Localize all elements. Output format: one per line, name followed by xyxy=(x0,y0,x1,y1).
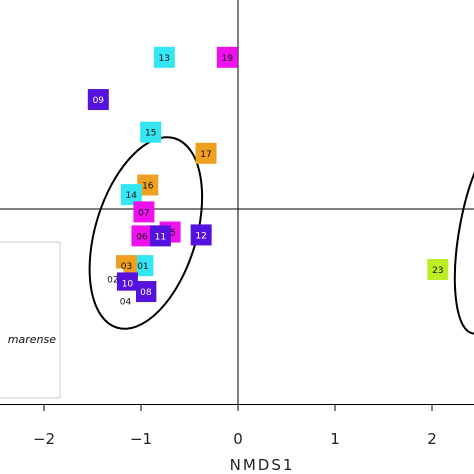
point-label: 02 xyxy=(107,276,118,286)
point-label: 07 xyxy=(138,208,149,218)
legend: marense xyxy=(0,241,61,399)
point-marker xyxy=(133,201,155,223)
point-marker xyxy=(120,184,142,206)
point-marker xyxy=(114,290,136,312)
scatter-point: 07 xyxy=(133,201,155,223)
point-label: 23 xyxy=(432,266,443,276)
point-marker xyxy=(137,174,159,196)
scatter-point: 23 xyxy=(427,258,449,280)
scatter-point: 11 xyxy=(149,225,171,247)
x-tick-label: 2 xyxy=(427,430,437,448)
legend-entry-text: marense xyxy=(8,333,56,346)
point-marker xyxy=(149,225,171,247)
point-label: 13 xyxy=(159,54,170,64)
scatter-point: 09 xyxy=(87,89,109,111)
point-marker xyxy=(87,89,109,111)
point-marker xyxy=(190,224,212,246)
point-marker xyxy=(132,255,154,277)
scatter-point: 12 xyxy=(190,224,212,246)
x-tick-label: 0 xyxy=(233,430,243,448)
point-label: 08 xyxy=(140,288,152,298)
point-marker xyxy=(116,272,138,294)
x-tick-label: −1 xyxy=(130,430,152,448)
point-marker xyxy=(135,281,157,303)
scatter-point: 15 xyxy=(140,121,162,143)
point-label: 03 xyxy=(121,262,132,272)
x-axis-title: NMDS1 xyxy=(230,456,295,474)
scatter-point: 06 xyxy=(131,225,153,247)
x-tick-label: 1 xyxy=(330,430,340,448)
point-label: 12 xyxy=(195,231,206,241)
point-label: 11 xyxy=(155,232,166,242)
x-tick-label: −2 xyxy=(33,430,55,448)
scatter-point: 16 xyxy=(137,174,159,196)
point-label: 19 xyxy=(222,54,234,64)
x-axis: −2 −1 0 1 2 xyxy=(0,404,474,448)
point-marker xyxy=(216,46,238,68)
point-marker xyxy=(131,225,153,247)
ellipses xyxy=(88,131,474,335)
scatter-point: 19 xyxy=(216,46,238,68)
confidence-ellipse xyxy=(88,136,204,330)
legend-box xyxy=(0,241,61,399)
point-label: 06 xyxy=(136,232,148,242)
point-label: 10 xyxy=(122,279,134,289)
point-label: 15 xyxy=(145,129,156,139)
confidence-ellipse xyxy=(453,131,474,335)
data-points: 13190915171614070506111201030210080423 xyxy=(87,46,449,312)
scatter-point: 04 xyxy=(114,290,136,312)
point-label: 09 xyxy=(93,96,105,106)
point-marker xyxy=(195,142,217,164)
point-marker xyxy=(153,46,175,68)
scatter-point: 14 xyxy=(120,184,142,206)
point-label: 17 xyxy=(200,150,211,160)
reference-lines xyxy=(0,0,474,404)
point-label: 16 xyxy=(142,182,154,192)
scatter-point: 13 xyxy=(153,46,175,68)
point-marker xyxy=(140,121,162,143)
scatter-point: 17 xyxy=(195,142,217,164)
scatter-point: 08 xyxy=(135,281,157,303)
point-marker xyxy=(427,258,449,280)
scatter-point: 01 xyxy=(132,255,154,277)
point-label: 14 xyxy=(126,191,138,201)
point-label: 01 xyxy=(137,262,148,272)
scatter-point: 10 xyxy=(116,272,138,294)
point-label: 04 xyxy=(120,298,132,308)
